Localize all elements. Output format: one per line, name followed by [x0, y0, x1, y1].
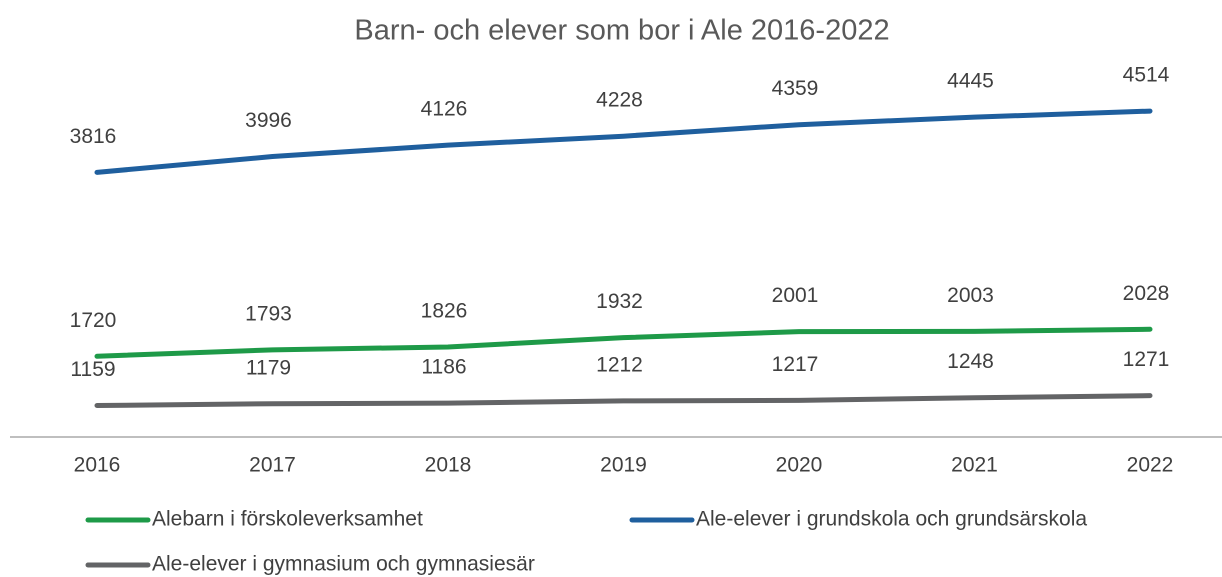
series-line — [94, 108, 1153, 175]
x-tick-label: 2018 — [425, 454, 472, 477]
legend-label: Ale-elever i gymnasium och gymnasiesär — [152, 553, 535, 576]
legend-label: Ale-elever i grundskola och grundsärskol… — [696, 508, 1087, 531]
data-label: 2001 — [772, 284, 819, 307]
x-tick-label: 2017 — [249, 454, 296, 477]
data-label: 1932 — [596, 290, 643, 313]
data-label: 4228 — [596, 89, 643, 112]
data-label: 1217 — [772, 353, 819, 376]
series-line — [94, 326, 1153, 359]
x-tick-label: 2022 — [1127, 454, 1174, 477]
x-tick-label: 2016 — [74, 454, 121, 477]
data-label: 1826 — [421, 300, 468, 323]
data-label: 1248 — [947, 350, 994, 373]
data-label: 1159 — [70, 358, 115, 381]
data-label: 4359 — [772, 77, 819, 100]
series-line — [94, 393, 1153, 408]
data-label: 4445 — [947, 70, 994, 93]
legend-label: Alebarn i förskoleverksamhet — [152, 508, 423, 531]
x-tick-label: 2021 — [951, 454, 998, 477]
data-label: 1186 — [421, 356, 466, 379]
data-label: 3996 — [245, 109, 292, 132]
x-tick-label: 2019 — [600, 454, 647, 477]
data-label: 2003 — [947, 284, 994, 307]
data-label: 3816 — [70, 125, 117, 148]
data-label: 4514 — [1123, 64, 1170, 87]
data-label: 1793 — [245, 302, 292, 325]
data-label: 2028 — [1123, 282, 1170, 305]
data-label: 1271 — [1123, 348, 1170, 371]
data-label: 1212 — [596, 353, 643, 376]
x-tick-label: 2020 — [776, 454, 823, 477]
data-label: 1720 — [70, 309, 117, 332]
data-label: 4126 — [421, 98, 468, 121]
chart-title: Barn- och elever som bor i Ale 2016-2022 — [354, 15, 889, 47]
data-label: 1179 — [246, 356, 291, 379]
